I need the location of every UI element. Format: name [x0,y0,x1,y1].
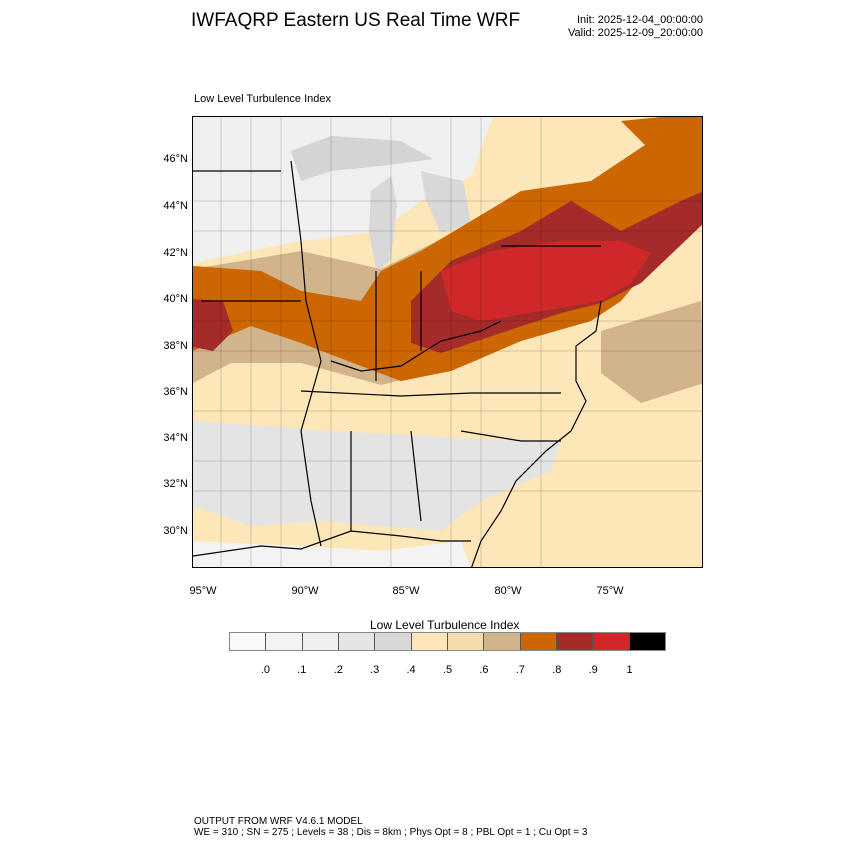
colorbar-swatch [375,633,412,650]
valid-time: Valid: 2025-12-09_20:00:00 [568,27,703,39]
model-config: WE = 310 ; SN = 275 ; Levels = 38 ; Dis … [194,827,588,838]
lat-label: 34°N [163,432,188,444]
colorbar-swatch [302,633,339,650]
colorbar-swatch [629,633,665,650]
model-version: OUTPUT FROM WRF V4.6.1 MODEL [194,816,363,827]
colorbar-label: .6 [479,664,489,676]
colorbar-swatch [520,633,557,650]
lat-label: 32°N [163,478,188,490]
field-region-orange [193,131,702,381]
state-line-tn-ky [300,390,561,397]
colorbar-label: .0 [260,664,270,676]
coastline [471,300,602,567]
plot-title: IWFAQRP Eastern US Real Time WRF [191,10,521,31]
mississippi-river [290,160,322,547]
colorbar [229,632,666,651]
init-time: Init: 2025-12-04_00:00:00 [577,14,703,26]
state-line-al-ga [410,430,422,522]
lon-label: 90°W [291,585,319,597]
field-region-red [441,241,651,321]
model-info: OUTPUT FROM WRF V4.6.1 MODEL WE = 310 ; … [194,816,587,838]
field-region-low-gulf [193,541,471,567]
lat-label: 40°N [163,293,188,305]
lon-label: 75°W [596,585,624,597]
lon-label: 85°W [392,585,420,597]
boundaries [193,160,602,567]
colorbar-swatch [266,633,303,650]
colorbar-swatch [593,633,630,650]
lat-label: 36°N [163,386,188,398]
lat-label: 46°N [163,153,188,165]
lat-label: 44°N [163,200,188,212]
map-field-layer [193,117,702,567]
colorbar-label: .3 [370,664,380,676]
colorbar-label: .1 [297,664,307,676]
lake-superior [291,136,433,181]
colorbar-swatch [338,633,376,650]
colorbar-swatch [484,633,521,650]
colorbar-label: 1 [626,664,633,676]
ohio-river [330,320,502,372]
field-region-ocean-tan [601,301,702,403]
turbulence-map [192,116,703,568]
colorbar-swatch [230,633,267,650]
colorbar-swatch [556,633,594,650]
lon-label: 95°W [189,585,217,597]
colorbar-title: Low Level Turbulence Index [370,618,520,632]
field-region-west-darkred [193,299,233,351]
lake-michigan [369,176,397,273]
colorbar-swatch [411,633,448,650]
time-info: Init: 2025-12-04_00:00:00 Valid: 2025-12… [568,14,703,40]
colorbar-label: .4 [406,664,416,676]
colorbar-label: .9 [588,664,598,676]
lat-label: 38°N [163,340,188,352]
field-region-ne-orange [621,117,702,151]
field-name: Low Level Turbulence Index [194,93,331,105]
lat-label: 30°N [163,525,188,537]
colorbar-swatch [447,633,485,650]
lake-huron [421,171,471,233]
colorbar-label: .7 [515,664,525,676]
colorbar-label: .2 [333,664,343,676]
lon-label: 80°W [494,585,522,597]
lat-label: 42°N [163,247,188,259]
county-lines [193,117,702,567]
colorbar-label: .5 [442,664,453,676]
colorbar-label: .8 [552,664,562,676]
field-region-low-east [193,421,561,531]
